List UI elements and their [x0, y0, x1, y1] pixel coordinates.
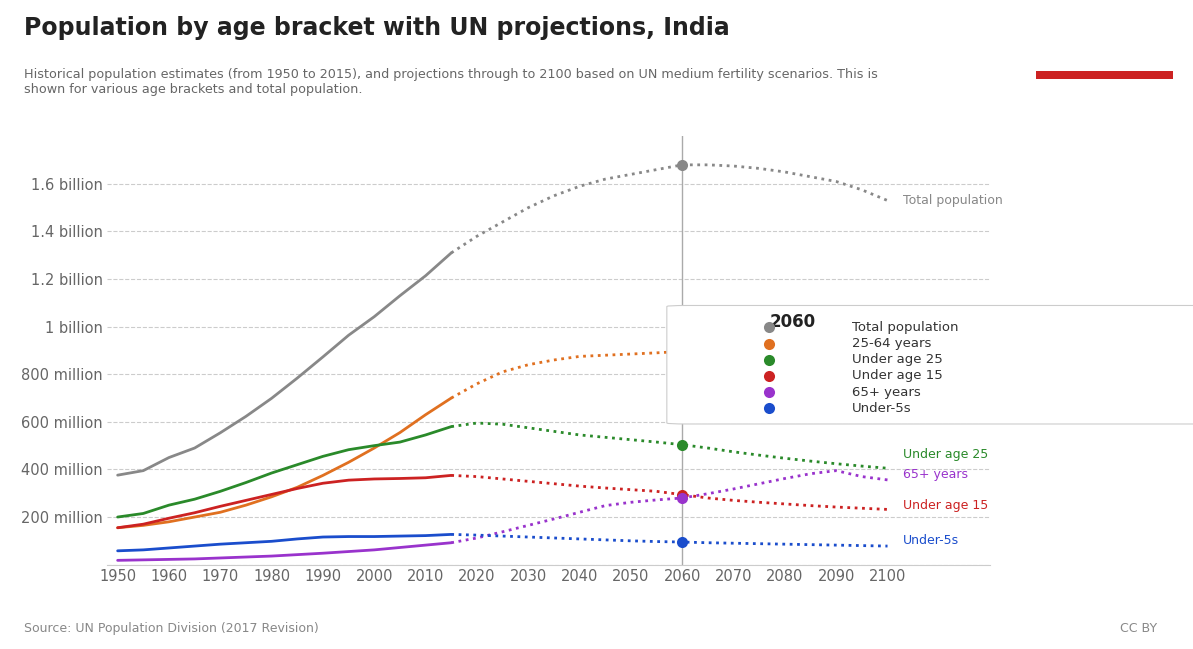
Bar	[1036, 71, 1173, 79]
FancyBboxPatch shape	[667, 306, 1193, 424]
Text: 25-64 years: 25-64 years	[852, 337, 931, 350]
Text: Historical population estimates (from 1950 to 2015), and projections through to : Historical population estimates (from 19…	[24, 68, 878, 96]
Text: 65+ years: 65+ years	[852, 386, 920, 398]
Text: Under-5s: Under-5s	[903, 534, 959, 547]
Text: Source: UN Population Division (2017 Revision): Source: UN Population Division (2017 Rev…	[24, 622, 319, 635]
Text: Under age 25: Under age 25	[903, 448, 988, 461]
Text: in Data: in Data	[1080, 47, 1129, 60]
Text: 2060: 2060	[769, 313, 816, 331]
Text: 65+ years: 65+ years	[903, 468, 968, 481]
Text: Population by age bracket with UN projections, India: Population by age bracket with UN projec…	[24, 16, 730, 40]
Text: Under age 15: Under age 15	[903, 498, 988, 511]
Text: CC BY: CC BY	[1120, 622, 1157, 635]
Text: 25-64 years: 25-64 years	[903, 354, 977, 367]
Text: Under age 15: Under age 15	[852, 369, 942, 382]
Text: Our World: Our World	[1070, 27, 1138, 40]
Text: Total population: Total population	[852, 321, 958, 334]
Text: Under-5s: Under-5s	[852, 402, 911, 415]
Text: Total population: Total population	[903, 194, 1002, 207]
Text: Under age 25: Under age 25	[852, 353, 942, 366]
